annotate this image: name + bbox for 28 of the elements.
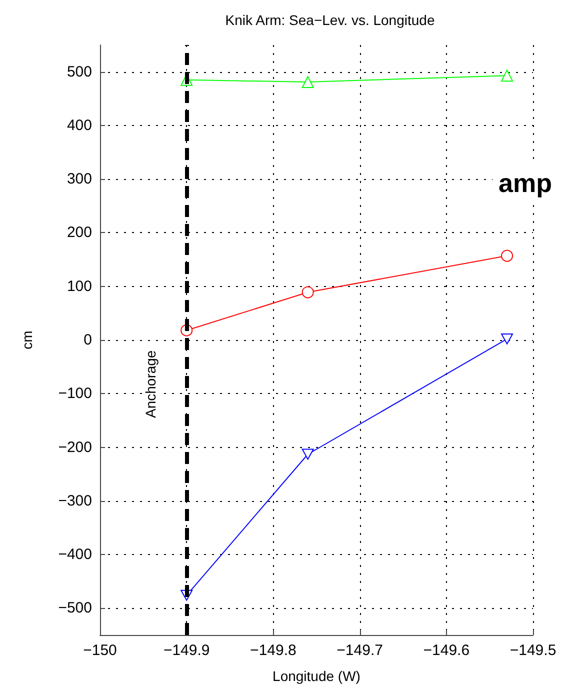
point <box>501 250 514 262</box>
chart-title: Knik Arm: Sea−Lev. vs. Longitude <box>225 12 435 28</box>
point <box>302 286 314 298</box>
y-tick-label: −300 <box>58 492 92 510</box>
x-tick-label: −149.8 <box>250 642 296 659</box>
annotation: amp <box>498 168 552 198</box>
point <box>302 76 314 88</box>
y-tick-label: −200 <box>58 438 92 456</box>
y-tick-label: 200 <box>66 224 92 242</box>
point <box>501 333 514 344</box>
y-axis-title: cm <box>19 330 35 350</box>
y-tick-label: 400 <box>66 116 92 134</box>
y-tick-label: 500 <box>66 63 92 80</box>
y-tick-label: −500 <box>58 600 92 617</box>
x-axis-title: Longitude (W) <box>272 668 360 684</box>
point <box>302 448 314 460</box>
point <box>501 70 514 82</box>
y-tick-label: 300 <box>66 170 92 188</box>
x-tick-label: −149.5 <box>510 642 556 659</box>
x-tick-label: −149.7 <box>336 642 383 659</box>
x-tick-label: −149.9 <box>163 642 210 659</box>
y-tick-label: 0 <box>84 332 92 348</box>
y-tick-label: −400 <box>58 546 92 564</box>
x-tick-label: −149.6 <box>423 642 470 659</box>
ref-line-label: Anchorage <box>142 350 159 418</box>
x-tick-label: −150 <box>83 642 117 659</box>
y-tick-label: −100 <box>58 385 92 402</box>
y-tick-label: 100 <box>66 278 92 295</box>
